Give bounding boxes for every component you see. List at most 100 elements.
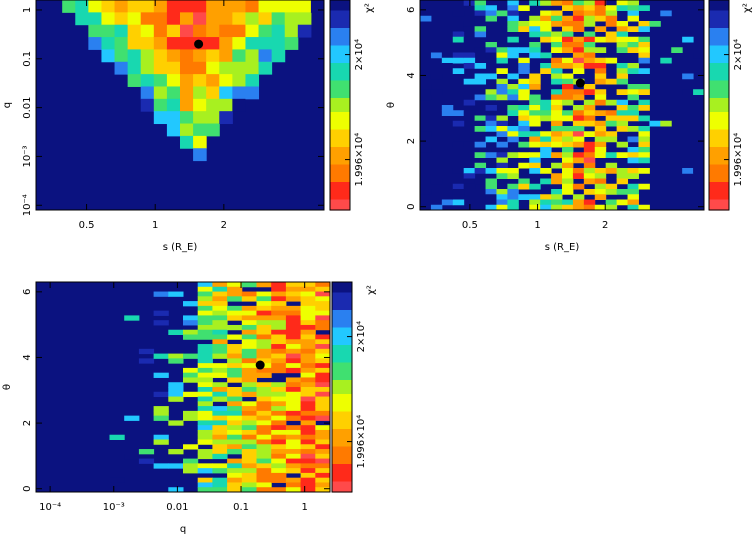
heatmap-cell — [540, 178, 552, 185]
heatmap-cell — [485, 178, 497, 185]
heatmap-cell — [562, 131, 574, 137]
heatmap-cell — [529, 105, 541, 111]
heatmap-cell — [219, 98, 233, 112]
heatmap-cell — [594, 99, 607, 106]
heatmap-cell — [463, 183, 476, 190]
heatmap-cell — [572, 21, 585, 27]
heatmap-cell — [660, 120, 672, 127]
x-tick-label: 0.01 — [166, 502, 188, 513]
heatmap-cell — [300, 401, 316, 407]
x-tick-label: 10⁻³ — [103, 502, 125, 513]
heatmap-cell — [682, 168, 694, 174]
colorbar-swatch — [330, 38, 350, 43]
heatmap-cell — [572, 131, 585, 137]
heatmap-cell — [206, 37, 220, 50]
heatmap-cell — [284, 0, 299, 13]
colorbar-swatch — [332, 334, 352, 339]
heatmap-cell — [583, 47, 596, 53]
heatmap-cell — [594, 15, 607, 22]
colorbar-swatch — [709, 203, 729, 208]
heatmap-cell — [271, 434, 287, 440]
heatmap-cell — [583, 36, 596, 43]
heatmap-cell — [197, 358, 213, 364]
heatmap-cell — [219, 111, 233, 125]
heatmap-cells — [62, 0, 325, 162]
heatmap-cell — [197, 453, 213, 460]
heatmap-cell — [551, 94, 563, 101]
heatmap-cell — [256, 391, 272, 398]
heatmap-cell — [271, 49, 286, 63]
heatmap-cell — [507, 168, 519, 174]
heatmap-cell — [452, 189, 465, 195]
heatmap-cell — [212, 344, 228, 350]
heatmap-cell — [227, 396, 243, 402]
heatmap-cell — [212, 420, 228, 426]
heatmap-cell — [551, 68, 563, 74]
heatmap-cell — [197, 477, 213, 483]
heatmap-cell — [212, 434, 228, 440]
heatmap-cell — [88, 24, 102, 38]
heatmap-cell — [529, 136, 541, 143]
heatmap-cell — [271, 487, 287, 493]
heatmap-cell — [109, 434, 125, 440]
heatmap-cell — [562, 189, 574, 195]
heatmap-cell — [88, 37, 102, 50]
heatmap-cell — [227, 449, 243, 455]
heatmap-cell — [219, 12, 233, 26]
heatmap-cell — [241, 477, 257, 483]
colorbar-swatch — [709, 143, 729, 148]
heatmap-cell — [518, 126, 530, 132]
heatmap-cell — [562, 78, 574, 85]
colorbar-swatch — [709, 70, 729, 75]
heatmap-cell — [197, 305, 213, 312]
heatmap-cell — [562, 31, 574, 38]
heatmap-cell — [241, 296, 257, 302]
heatmap-cell — [507, 105, 519, 111]
heatmap-cell — [594, 0, 607, 6]
heatmap-cell — [562, 26, 574, 32]
heatmap-cell — [518, 120, 530, 127]
colorbar-swatch — [332, 446, 352, 451]
heatmap-cell — [241, 348, 257, 355]
colorbar-swatch — [709, 157, 729, 162]
heatmap-cell — [101, 49, 116, 63]
heatmap-cell — [197, 315, 213, 321]
heatmap-cell — [583, 0, 596, 6]
heatmap-cell — [583, 152, 596, 158]
heatmap-cell — [256, 387, 272, 393]
heatmap-cell — [583, 84, 596, 90]
heatmap-cell — [496, 131, 508, 137]
heatmap-cell — [638, 136, 650, 143]
colorbar-swatch — [330, 21, 350, 26]
heatmap-cell — [271, 367, 287, 374]
heatmap-cell — [315, 367, 331, 374]
heatmap-cell — [682, 89, 694, 95]
heatmap-cell — [271, 305, 287, 312]
heatmap-cell — [518, 183, 530, 190]
heatmap-cell — [507, 204, 519, 211]
heatmap-cell — [300, 348, 316, 355]
heatmap-cell — [496, 47, 508, 53]
heatmap-cell — [180, 37, 194, 50]
colorbar-swatch — [709, 56, 729, 61]
heatmap-cell — [241, 315, 257, 321]
panel-1: 0.5 1 2 10⁻⁴ 10⁻³ 0.01 0.1 1 s (R_E) q 2×10⁴ 1.996×… — [2, 0, 375, 253]
heatmap-cell — [572, 0, 585, 6]
colorbar-swatch — [332, 380, 352, 385]
heatmap-cell — [452, 120, 465, 127]
heatmap-cell — [551, 57, 563, 64]
heatmap-cell — [551, 115, 563, 122]
heatmap-cell — [627, 15, 639, 22]
colorbar-swatch — [332, 331, 352, 336]
heatmap-cell — [271, 391, 287, 398]
heatmap-cell — [638, 152, 650, 158]
colorbar-swatch — [709, 199, 729, 204]
heatmap-cell — [241, 449, 257, 455]
heatmap-cell — [153, 410, 169, 417]
heatmap-cell — [616, 168, 629, 174]
heatmap-cell — [616, 99, 629, 106]
colorbar-swatch — [332, 369, 352, 374]
heatmap-cell — [518, 178, 530, 185]
colorbar-swatch — [709, 77, 729, 82]
best-fit-marker — [575, 78, 585, 88]
